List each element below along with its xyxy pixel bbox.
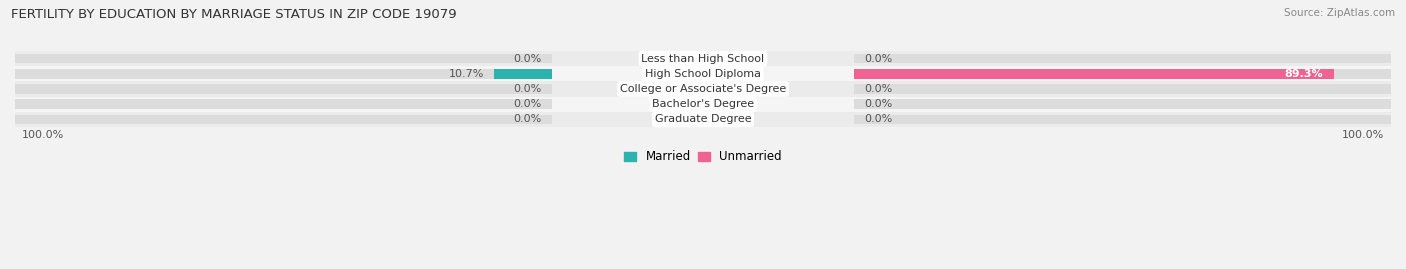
Text: 0.0%: 0.0% bbox=[513, 99, 541, 109]
Text: 0.0%: 0.0% bbox=[865, 84, 893, 94]
Text: 100.0%: 100.0% bbox=[22, 130, 65, 140]
Text: High School Diploma: High School Diploma bbox=[645, 69, 761, 79]
Text: 0.0%: 0.0% bbox=[513, 84, 541, 94]
Bar bbox=[15, 54, 551, 63]
Bar bbox=[15, 112, 1391, 127]
Bar bbox=[15, 100, 551, 109]
Bar bbox=[15, 115, 551, 124]
Bar bbox=[15, 84, 551, 94]
Text: 0.0%: 0.0% bbox=[865, 99, 893, 109]
Text: 10.7%: 10.7% bbox=[449, 69, 484, 79]
Text: Less than High School: Less than High School bbox=[641, 54, 765, 64]
Bar bbox=[15, 69, 551, 79]
Text: 0.0%: 0.0% bbox=[513, 114, 541, 124]
Text: 0.0%: 0.0% bbox=[865, 114, 893, 124]
Legend: Married, Unmarried: Married, Unmarried bbox=[620, 146, 786, 168]
Text: FERTILITY BY EDUCATION BY MARRIAGE STATUS IN ZIP CODE 19079: FERTILITY BY EDUCATION BY MARRIAGE STATU… bbox=[11, 8, 457, 21]
Bar bbox=[855, 54, 1391, 63]
Text: Bachelor's Degree: Bachelor's Degree bbox=[652, 99, 754, 109]
Bar bbox=[855, 69, 1391, 79]
Text: Graduate Degree: Graduate Degree bbox=[655, 114, 751, 124]
Bar bbox=[15, 66, 1391, 82]
Text: Source: ZipAtlas.com: Source: ZipAtlas.com bbox=[1284, 8, 1395, 18]
Bar bbox=[15, 82, 1391, 97]
Bar bbox=[855, 69, 1333, 79]
Text: College or Associate's Degree: College or Associate's Degree bbox=[620, 84, 786, 94]
Bar bbox=[15, 97, 1391, 112]
Text: 89.3%: 89.3% bbox=[1285, 69, 1323, 79]
Bar bbox=[855, 84, 1391, 94]
Bar bbox=[855, 115, 1391, 124]
Text: 0.0%: 0.0% bbox=[865, 54, 893, 64]
Text: 100.0%: 100.0% bbox=[1341, 130, 1384, 140]
Bar bbox=[495, 69, 551, 79]
Text: 0.0%: 0.0% bbox=[513, 54, 541, 64]
Bar bbox=[855, 100, 1391, 109]
Bar bbox=[15, 51, 1391, 66]
